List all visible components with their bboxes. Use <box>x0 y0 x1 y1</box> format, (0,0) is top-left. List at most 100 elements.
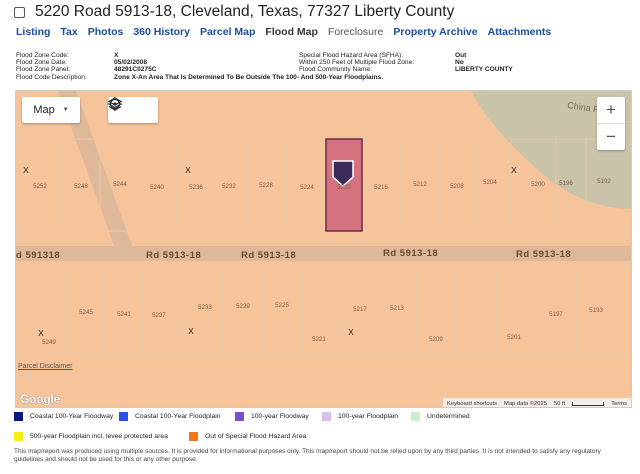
legend-item: Coastal 100-Year Floodplain <box>119 411 235 421</box>
flood-zone-marker: X <box>348 327 354 337</box>
lot-number-label: 5229 <box>236 303 250 310</box>
lot-number-label: 5245 <box>79 309 93 316</box>
legend-item: Out of Special Flood Hazard Area <box>189 431 307 441</box>
legend-label: Coastal 100-Year Floodplain <box>135 412 221 420</box>
china-label: China P <box>567 100 600 114</box>
lot-number-label: 5237 <box>152 312 166 319</box>
google-logo: Google <box>20 392 61 406</box>
road-label-left: d 591318 <box>16 250 60 261</box>
lot-number-label: 5196 <box>559 180 573 187</box>
lot-number-label: 5221 <box>312 336 326 343</box>
lot-number-label: 5204 <box>483 179 497 186</box>
lot-number-label: 5217 <box>353 306 367 313</box>
lot-number-label: 5212 <box>413 181 427 188</box>
legend-item: Coastal 100-Year Floodway <box>14 411 119 421</box>
scale-text: 50 ft <box>553 400 566 407</box>
legend-swatch <box>14 431 23 441</box>
tab-foreclosure[interactable]: Foreclosure <box>327 26 384 38</box>
tab-tax[interactable]: Tax <box>60 26 78 38</box>
lot-number-label: 5208 <box>450 183 464 190</box>
tab-attachments[interactable]: Attachments <box>487 26 552 38</box>
legend-swatch <box>411 411 420 421</box>
tab-360-history[interactable]: 360 History <box>133 26 190 38</box>
legend-swatch <box>189 431 198 441</box>
road-label-4: Rd 5913-18 <box>516 249 571 260</box>
legend-label: Coastal 100-Year Floodway <box>30 412 114 420</box>
tab-listing[interactable]: Listing <box>16 26 51 38</box>
legend-item: Undetermined <box>411 411 470 421</box>
title-row: 5220 Road 5913-18, Cleveland, Texas, 773… <box>14 2 454 22</box>
parcel-lines <box>16 138 631 354</box>
zoom-control: + − <box>597 97 625 150</box>
map-tools <box>108 97 158 123</box>
legend-label: Undetermined <box>427 412 470 420</box>
lot-number-label: 5201 <box>507 334 521 341</box>
legend-swatch <box>119 411 128 421</box>
lot-number-label: 5216 <box>374 184 388 191</box>
flood-zone-marker: X <box>38 328 44 338</box>
map-data-text: Map data ©2025 <box>503 400 547 407</box>
flood-map[interactable]: China P d 591318 Rd 5913-18 Rd 5913-18 R… <box>15 90 632 408</box>
terms-link[interactable]: Terms <box>611 400 627 407</box>
community-value: LIBERTY COUNTY <box>455 66 513 74</box>
zoom-divider <box>597 123 625 124</box>
flood-zone-code-value: X <box>114 52 119 59</box>
dropdown-caret-icon: ▼ <box>62 107 69 113</box>
road-label-2: Rd 5913-18 <box>241 250 296 261</box>
tab-property-archive[interactable]: Property Archive <box>393 26 478 38</box>
legend-swatch <box>235 411 244 421</box>
tab-flood-map[interactable]: Flood Map <box>265 26 318 38</box>
zoom-in-icon[interactable]: + <box>606 100 616 119</box>
legend-label: 100-year Floodplain <box>338 412 399 420</box>
lot-number-label: 5228 <box>259 182 273 189</box>
keyboard-shortcuts-link[interactable]: Keyboard shortcuts <box>447 400 497 407</box>
flood-code-desc-value: Zone X-An Area That Is Determined To Be … <box>114 73 384 81</box>
lot-number-label: 5225 <box>275 302 289 309</box>
diagonal-road <box>58 91 134 251</box>
zoom-out-icon[interactable]: − <box>606 127 616 146</box>
within-250-label: Within 250 Feet of Multiple Flood Zone: <box>299 59 415 67</box>
legend-item: 100-year Floodplain <box>322 411 411 421</box>
lot-number-label: 5220 <box>337 184 351 191</box>
select-checkbox[interactable] <box>14 6 25 18</box>
map-type-label: Map <box>33 104 55 116</box>
lot-number-label: 5248 <box>74 183 88 190</box>
road-label-3: Rd 5913-18 <box>383 248 438 259</box>
community-label: Flood Community Name: <box>299 66 372 74</box>
flood-zone-marker: X <box>188 326 194 336</box>
legend-label: Out of Special Flood Hazard Area <box>205 432 307 440</box>
road-label-1: Rd 5913-18 <box>146 250 201 261</box>
flood-zone-marker: X <box>23 165 29 175</box>
tab-parcel-map[interactable]: Parcel Map <box>199 26 256 38</box>
lot-number-label: 5200 <box>531 181 545 188</box>
lot-number-label: 5236 <box>189 184 203 191</box>
lot-number-label: 5249 <box>42 339 56 346</box>
tab-photos[interactable]: Photos <box>87 26 124 38</box>
flood-zone-panel-value: 48291C0275C <box>114 66 157 74</box>
scale-bar <box>572 401 605 406</box>
within-250-value: No <box>455 59 464 67</box>
flood-code-desc-label: Flood Code Description: <box>16 73 87 81</box>
lot-number-label: 5233 <box>198 304 212 311</box>
flood-zone-date-label: Flood Zone Date: <box>16 59 67 67</box>
disclaimer-footnote: This map/report was produced using multi… <box>14 448 601 464</box>
legend-swatch <box>322 411 331 421</box>
location-pin-icon <box>332 160 354 188</box>
lot-number-label: 5244 <box>113 181 127 188</box>
legend-swatch <box>14 411 23 421</box>
parcel-disclaimer-link[interactable]: Parcel Disclaimer <box>18 363 73 370</box>
lot-number-label: 5232 <box>222 183 236 190</box>
flood-zone-code-label: Flood Zone Code: <box>16 52 69 59</box>
map-type-button[interactable]: Map ▼ <box>22 97 80 123</box>
legend-item: 500-year Floodplain incl. levee protecte… <box>14 431 189 441</box>
map-canvas[interactable]: China P d 591318 Rd 5913-18 Rd 5913-18 R… <box>16 91 632 408</box>
flood-zone-marker: X <box>185 165 191 175</box>
legend: Coastal 100-Year Floodway Coastal 100-Ye… <box>14 409 630 443</box>
flood-zone-panel-label: Flood Zone Panel: <box>16 66 70 74</box>
lot-number-label: 5193 <box>589 307 603 314</box>
lot-number-label: 5197 <box>549 311 563 318</box>
tab-bar: Listing Tax Photos 360 History Parcel Ma… <box>16 26 561 38</box>
legend-label: 500-year Floodplain incl. levee protecte… <box>30 432 168 440</box>
flood-zone-marker: X <box>511 165 517 175</box>
lot-number-label: 5209 <box>429 336 443 343</box>
